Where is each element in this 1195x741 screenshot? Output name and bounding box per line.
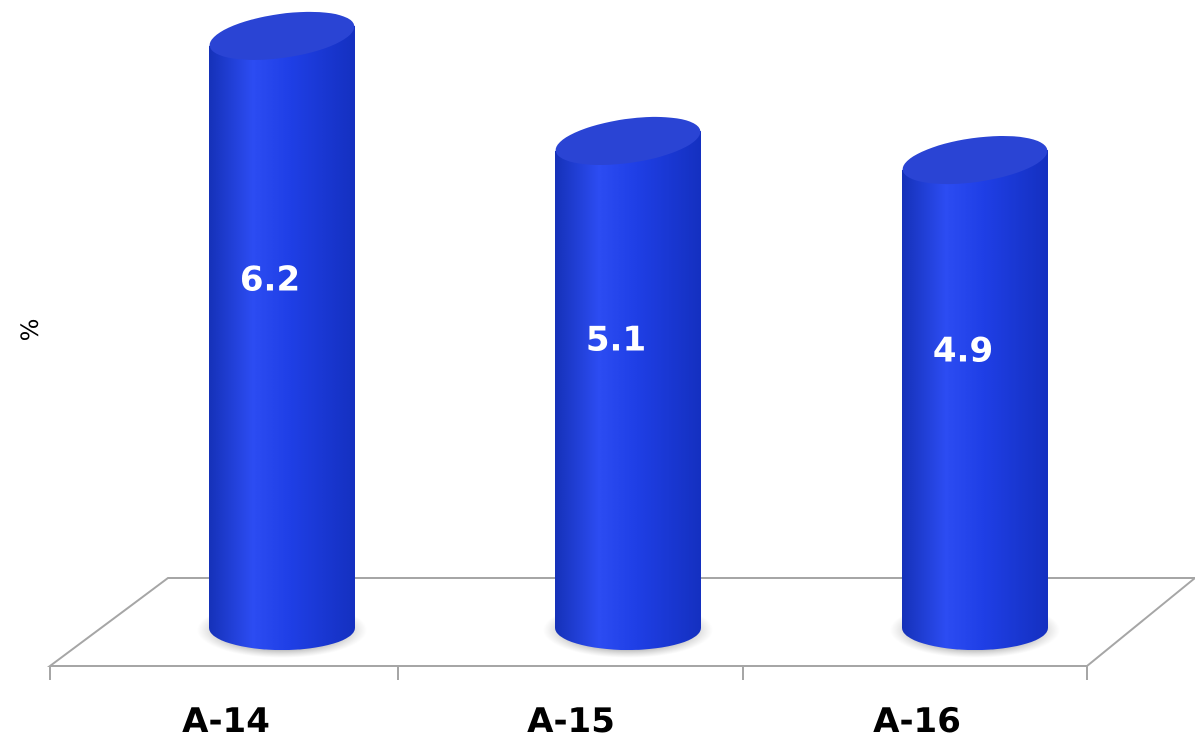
- data-label: 5.1: [586, 319, 646, 359]
- data-label: 4.9: [933, 330, 993, 370]
- y-axis-label: %: [16, 319, 44, 342]
- bar-top: [902, 136, 1048, 185]
- x-tick-label: A-14: [182, 701, 270, 741]
- bar-a-16: [902, 150, 1048, 651]
- bars-group: 6.2 5.1 4.9: [197, 11, 1060, 658]
- data-label: 6.2: [240, 260, 300, 300]
- bar-a-14: [209, 25, 355, 650]
- x-tick-label: A-15: [527, 701, 615, 741]
- bar-top: [209, 11, 355, 60]
- x-tick-label: A-16: [873, 701, 961, 741]
- bar-a-15: [555, 130, 701, 650]
- bar-top: [555, 116, 701, 165]
